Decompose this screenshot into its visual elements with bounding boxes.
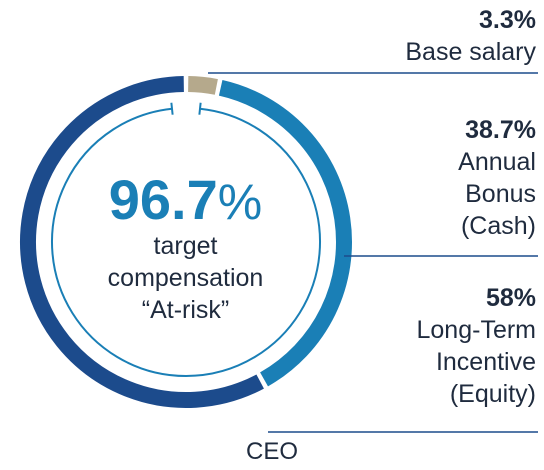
inner-ring-arc — [51, 107, 321, 377]
slice-label-lti-line1: Long-Term — [416, 316, 537, 344]
inner-ring — [51, 102, 321, 377]
center-line-3: “At-risk” — [141, 296, 230, 324]
inner-ring-tick-left — [170, 102, 174, 115]
label-base-salary: 3.3% Base salary — [405, 4, 536, 68]
slice-label-bonus-line3: (Cash) — [460, 212, 536, 240]
donut-slices — [20, 76, 352, 408]
slice-label-bonus-pct: 38.7% — [465, 116, 536, 144]
center-line-2: compensation — [107, 264, 264, 292]
label-long-term-incentive: 58% Long-Term Incentive (Equity) — [417, 282, 537, 410]
slice-label-base-name: Base salary — [405, 38, 536, 66]
slice-label-bonus-line2: Bonus — [465, 180, 536, 208]
slice-annual-bonus — [218, 80, 352, 387]
slice-base-salary — [187, 76, 218, 95]
center-value: 96.7% — [48, 168, 323, 234]
slice-label-base-pct: 3.3% — [479, 6, 536, 34]
center-line-1: target — [153, 232, 218, 260]
leader-lines — [208, 72, 538, 433]
center-number: 96.7 — [108, 168, 218, 231]
slice-label-lti-line2: Incentive — [435, 348, 536, 376]
slice-label-bonus-line1: Annual — [458, 148, 536, 176]
slice-label-lti-pct: 58% — [485, 284, 536, 312]
slice-label-lti-line3: (Equity) — [449, 380, 536, 408]
label-annual-bonus: 38.7% Annual Bonus (Cash) — [458, 114, 536, 242]
slice-long-term-incentive — [20, 76, 264, 408]
center-unit: % — [217, 174, 263, 230]
inner-ring-tick-right — [198, 102, 202, 115]
chart-title: CEO — [246, 438, 299, 465]
